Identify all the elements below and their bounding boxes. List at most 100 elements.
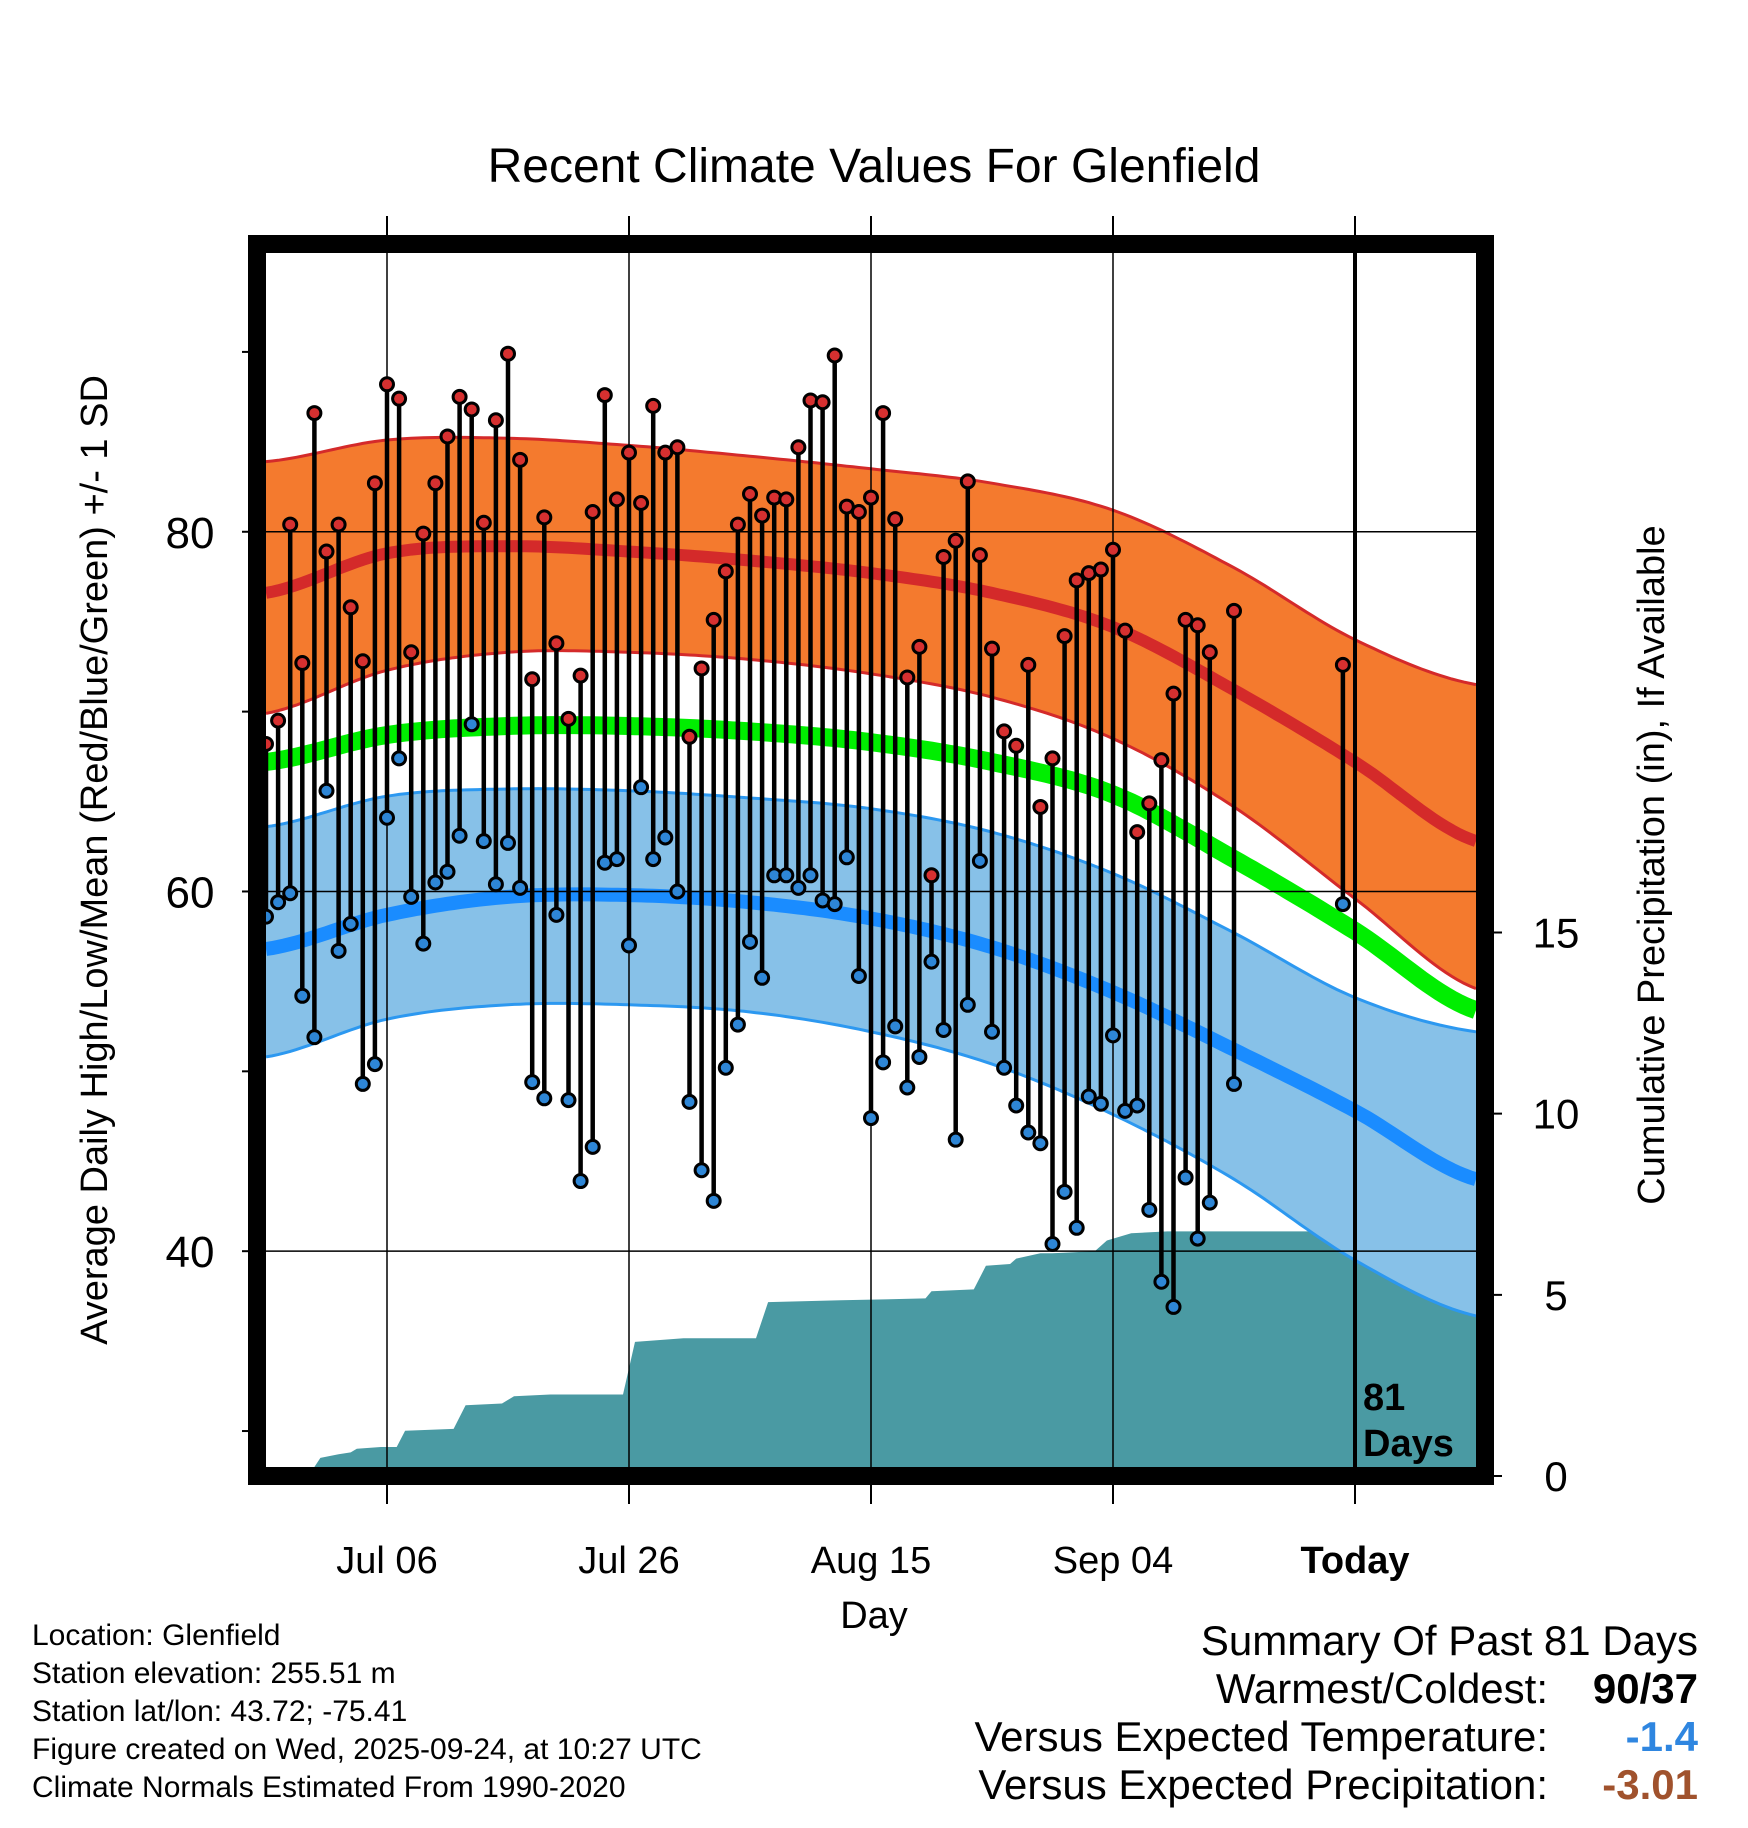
daily-obs bbox=[584, 503, 601, 1155]
daily-obs bbox=[548, 635, 565, 923]
daily-obs bbox=[1020, 656, 1037, 1141]
daily-obs bbox=[935, 548, 952, 1038]
daily-high-point bbox=[596, 387, 613, 404]
daily-obs bbox=[1092, 561, 1109, 1112]
precip-area bbox=[311, 1222, 1476, 1472]
daily-high-point bbox=[270, 712, 287, 729]
daily-high-point bbox=[1153, 752, 1170, 769]
daily-obs bbox=[536, 509, 553, 1107]
daily-high-point bbox=[366, 475, 383, 492]
daily-obs bbox=[1165, 685, 1182, 1315]
daily-low-point bbox=[427, 874, 444, 891]
temp-departure-value: -1.4 bbox=[1625, 1713, 1698, 1760]
daily-low-point bbox=[802, 867, 819, 884]
daily-obs bbox=[500, 345, 516, 851]
daily-high-point bbox=[1165, 685, 1182, 702]
daily-high-point bbox=[1008, 737, 1025, 754]
daily-high-point bbox=[1032, 798, 1049, 815]
daily-high-point bbox=[887, 511, 904, 528]
daily-high-point bbox=[403, 644, 420, 661]
daily-low-point bbox=[984, 1023, 1000, 1040]
daily-obs bbox=[742, 485, 758, 950]
daily-low-point bbox=[608, 851, 625, 868]
daily-low-point bbox=[996, 1059, 1013, 1076]
daily-obs bbox=[633, 494, 650, 796]
daily-low-point bbox=[1189, 1230, 1206, 1247]
daily-obs bbox=[1201, 644, 1218, 1211]
daily-obs bbox=[1226, 602, 1242, 1092]
daily-obs bbox=[560, 710, 577, 1109]
today-label-days: Days bbox=[1363, 1423, 1454, 1465]
temp-departure-label: Versus Expected Temperature: bbox=[974, 1713, 1548, 1760]
daily-obs bbox=[306, 405, 323, 1046]
daily-obs bbox=[475, 514, 492, 850]
daily-obs bbox=[645, 397, 662, 868]
daily-low-point bbox=[318, 782, 335, 799]
daily-obs bbox=[729, 516, 746, 1033]
warmest-value: 90 bbox=[1592, 1665, 1640, 1712]
daily-obs bbox=[270, 712, 287, 911]
daily-obs bbox=[512, 451, 529, 896]
daily-high-point bbox=[947, 532, 964, 549]
daily-high-point bbox=[778, 491, 795, 508]
daily-obs bbox=[621, 444, 637, 954]
daily-bars-layer bbox=[262, 345, 1351, 1315]
daily-low-point bbox=[1177, 1169, 1194, 1186]
daily-low-point bbox=[560, 1092, 577, 1109]
daily-obs bbox=[366, 475, 383, 1073]
daily-low-point bbox=[959, 996, 976, 1013]
daily-low-point bbox=[971, 852, 988, 869]
daily-high-point bbox=[621, 444, 637, 461]
daily-obs bbox=[403, 644, 420, 905]
daily-low-point bbox=[1226, 1075, 1242, 1092]
daily-low-point bbox=[342, 915, 359, 932]
daily-low-point bbox=[475, 833, 492, 850]
info-location: Location: Glenfield bbox=[32, 1619, 281, 1652]
daily-obs bbox=[608, 491, 625, 868]
daily-obs bbox=[391, 390, 408, 767]
daily-low-point bbox=[899, 1079, 916, 1096]
daily-high-point bbox=[1226, 602, 1242, 619]
daily-obs bbox=[282, 516, 299, 902]
daily-low-point bbox=[500, 834, 516, 851]
daily-high-point bbox=[754, 507, 771, 524]
daily-obs bbox=[1189, 617, 1206, 1247]
daily-high-point bbox=[790, 439, 807, 456]
daily-low-point bbox=[330, 942, 347, 959]
daily-low-point bbox=[778, 867, 795, 884]
daily-low-point bbox=[742, 933, 758, 950]
daily-high-point bbox=[826, 347, 843, 364]
daily-low-point bbox=[403, 888, 420, 905]
daily-high-point bbox=[1056, 628, 1073, 645]
x-tick-label: Sep 04 bbox=[1053, 1540, 1173, 1582]
daily-low-point bbox=[1020, 1124, 1037, 1141]
daily-low-point bbox=[1201, 1194, 1218, 1211]
daily-obs bbox=[971, 547, 988, 869]
daily-low-point bbox=[621, 937, 637, 954]
daily-high-point bbox=[1141, 795, 1158, 812]
daily-high-point bbox=[899, 669, 916, 686]
daily-high-point bbox=[294, 655, 311, 672]
daily-high-point bbox=[379, 376, 395, 393]
daily-high-point bbox=[306, 405, 323, 422]
daily-high-point bbox=[415, 525, 432, 542]
daily-low-point bbox=[548, 906, 565, 923]
daily-high-point bbox=[875, 405, 892, 422]
info-normals-period: Climate Normals Estimated From 1990-2020 bbox=[32, 1771, 626, 1804]
daily-obs bbox=[1105, 541, 1121, 1044]
daily-low-point bbox=[863, 1110, 879, 1127]
daily-low-point bbox=[1165, 1298, 1182, 1315]
daily-high-point bbox=[1201, 644, 1218, 661]
daily-obs bbox=[342, 599, 359, 932]
daily-obs bbox=[766, 489, 783, 884]
daily-low-point bbox=[463, 716, 480, 733]
daily-high-point bbox=[742, 485, 758, 502]
daily-obs bbox=[1068, 572, 1085, 1236]
daily-low-point bbox=[306, 1029, 323, 1046]
x-tick-label: Aug 15 bbox=[811, 1540, 931, 1582]
daily-obs bbox=[330, 516, 347, 959]
daily-obs bbox=[681, 728, 698, 1110]
info-elevation: Station elevation: 255.51 m bbox=[32, 1657, 396, 1690]
x-tick-label: Jul 06 bbox=[336, 1540, 437, 1582]
